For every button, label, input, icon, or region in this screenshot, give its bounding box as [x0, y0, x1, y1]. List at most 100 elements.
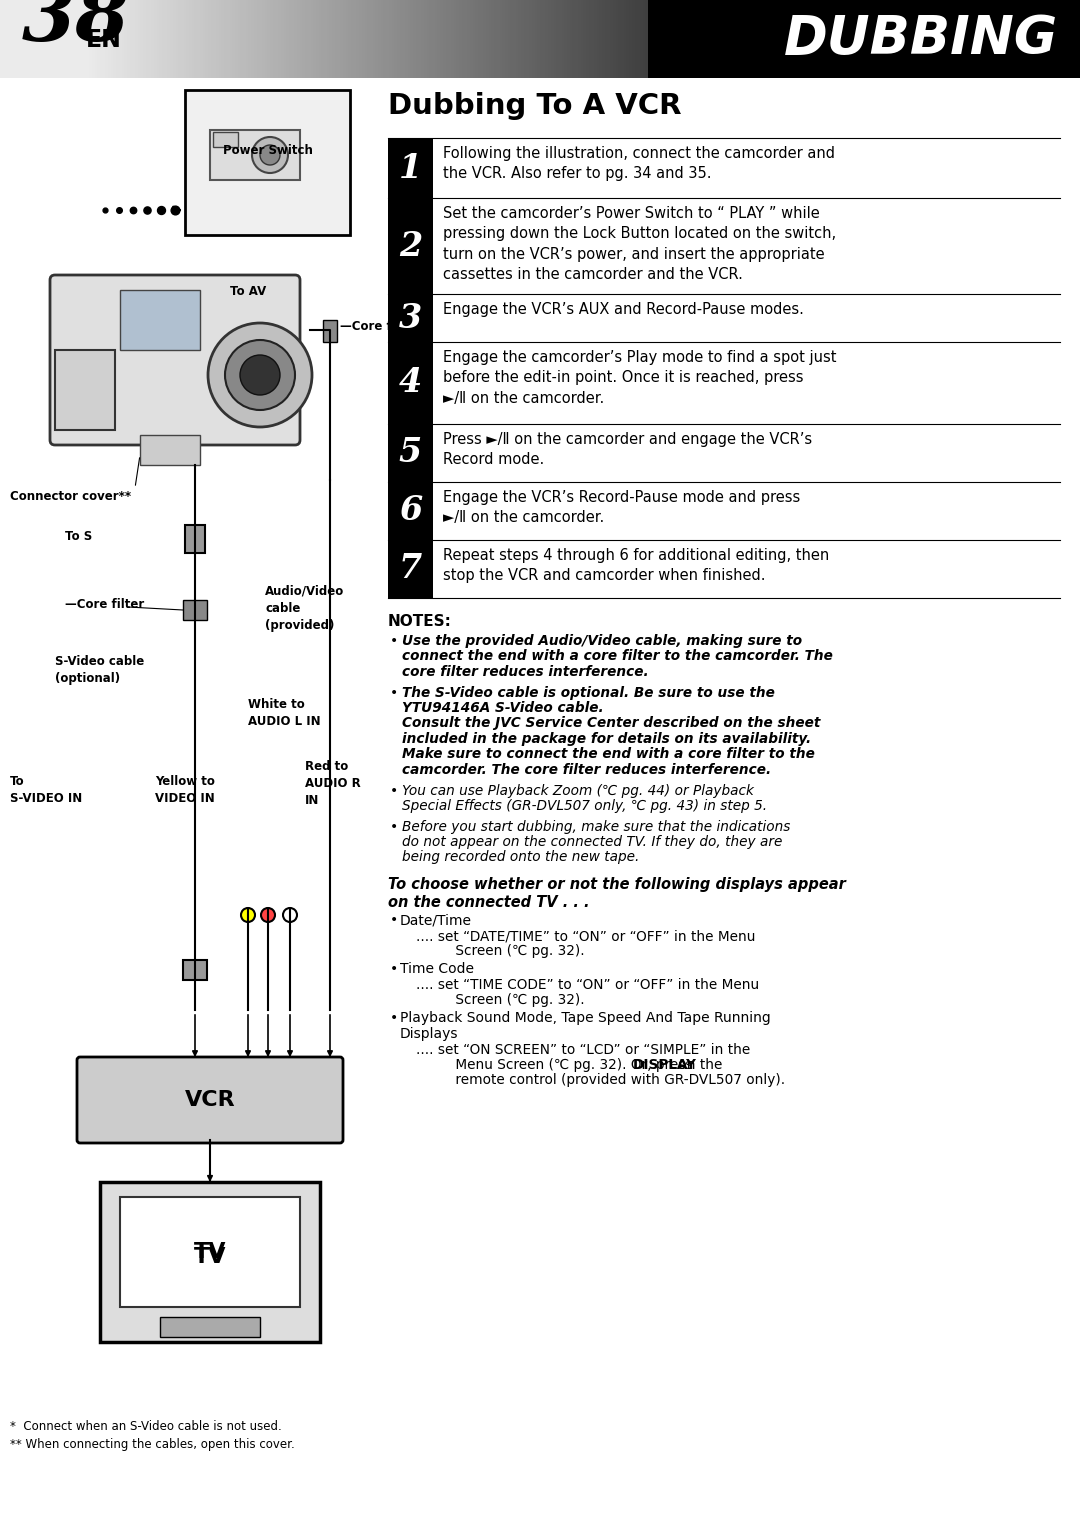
Bar — [585, 0, 590, 78]
Bar — [1010, 0, 1013, 78]
Text: •: • — [390, 820, 399, 834]
Bar — [1061, 0, 1065, 78]
Bar — [923, 0, 927, 78]
Bar — [994, 0, 997, 78]
Bar — [869, 0, 873, 78]
Bar — [73, 0, 77, 78]
Bar — [864, 0, 867, 78]
Bar — [162, 0, 165, 78]
Bar — [459, 0, 462, 78]
Bar — [400, 0, 403, 78]
Bar — [423, 0, 428, 78]
Bar — [189, 0, 192, 78]
Bar — [181, 0, 185, 78]
Bar — [167, 0, 171, 78]
Circle shape — [240, 356, 280, 396]
FancyBboxPatch shape — [77, 1056, 343, 1144]
Bar — [972, 0, 975, 78]
Bar — [106, 0, 109, 78]
Text: Repeat steps 4 through 6 for additional editing, then
stop the VCR and camcorder: Repeat steps 4 through 6 for additional … — [443, 547, 829, 584]
Bar — [678, 0, 681, 78]
Bar — [1008, 0, 1011, 78]
Bar — [894, 0, 897, 78]
Bar — [367, 0, 370, 78]
Bar — [672, 0, 676, 78]
Bar — [57, 0, 60, 78]
Bar — [243, 0, 246, 78]
Text: *  Connect when an S-Video cable is not used.: * Connect when an S-Video cable is not u… — [10, 1420, 282, 1433]
Text: The S-Video cable is optional. Be sure to use the: The S-Video cable is optional. Be sure t… — [402, 685, 774, 699]
Bar — [751, 0, 754, 78]
Text: 4: 4 — [399, 366, 422, 400]
Bar — [616, 0, 619, 78]
Bar — [797, 0, 800, 78]
Text: To AV: To AV — [230, 285, 267, 297]
Bar — [207, 0, 212, 78]
Bar — [581, 0, 584, 78]
Bar — [902, 0, 905, 78]
Bar — [1072, 0, 1076, 78]
Bar — [111, 0, 114, 78]
Bar — [564, 0, 568, 78]
Bar — [824, 0, 827, 78]
Bar — [759, 0, 762, 78]
Bar — [171, 0, 174, 78]
Bar — [160, 1317, 260, 1337]
Bar — [1004, 0, 1008, 78]
Bar — [192, 0, 195, 78]
Circle shape — [225, 340, 295, 409]
Bar — [1075, 0, 1078, 78]
Bar — [711, 0, 714, 78]
Bar — [780, 0, 784, 78]
Bar — [300, 0, 303, 78]
Bar — [689, 0, 692, 78]
Bar — [121, 0, 125, 78]
Text: Engage the VCR’s Record-Pause mode and press
►/Ⅱ on the camcorder.: Engage the VCR’s Record-Pause mode and p… — [443, 491, 800, 526]
Bar — [178, 0, 181, 78]
Bar — [891, 0, 894, 78]
Bar — [896, 0, 900, 78]
Bar — [907, 0, 910, 78]
Bar — [837, 0, 840, 78]
Bar — [659, 0, 662, 78]
Text: DUBBING: DUBBING — [784, 12, 1058, 64]
Bar — [675, 0, 678, 78]
Text: 7: 7 — [399, 552, 422, 586]
Bar — [929, 0, 932, 78]
Text: •: • — [390, 963, 399, 977]
Bar — [702, 0, 705, 78]
Text: being recorded onto the new tape.: being recorded onto the new tape. — [402, 851, 639, 865]
Bar — [337, 0, 341, 78]
Bar — [877, 0, 881, 78]
Bar — [408, 0, 411, 78]
Text: •: • — [390, 914, 399, 927]
Bar — [648, 0, 651, 78]
Text: NOTES:: NOTES: — [388, 615, 451, 629]
Bar — [113, 0, 117, 78]
Bar — [246, 0, 249, 78]
Bar — [108, 0, 111, 78]
Bar — [684, 0, 687, 78]
Text: To choose whether or not the following displays appear: To choose whether or not the following d… — [388, 877, 846, 892]
Text: •: • — [390, 685, 399, 699]
Text: Power Switch: Power Switch — [222, 144, 312, 158]
Text: Time Code: Time Code — [400, 963, 474, 977]
Bar — [726, 0, 730, 78]
Text: Dubbing To A VCR: Dubbing To A VCR — [388, 92, 681, 120]
Bar — [1039, 0, 1043, 78]
Bar — [405, 0, 408, 78]
Bar — [905, 0, 908, 78]
Bar — [86, 0, 90, 78]
Bar — [313, 0, 316, 78]
Bar — [846, 0, 849, 78]
Bar — [221, 0, 225, 78]
Bar — [477, 0, 482, 78]
Text: Following the illustration, connect the camcorder and
the VCR. Also refer to pg.: Following the illustration, connect the … — [443, 146, 835, 181]
Bar — [2, 0, 6, 78]
Bar — [213, 132, 238, 147]
Bar — [610, 0, 613, 78]
Bar — [840, 0, 843, 78]
Bar — [740, 0, 743, 78]
Bar — [931, 0, 935, 78]
Bar — [251, 0, 255, 78]
